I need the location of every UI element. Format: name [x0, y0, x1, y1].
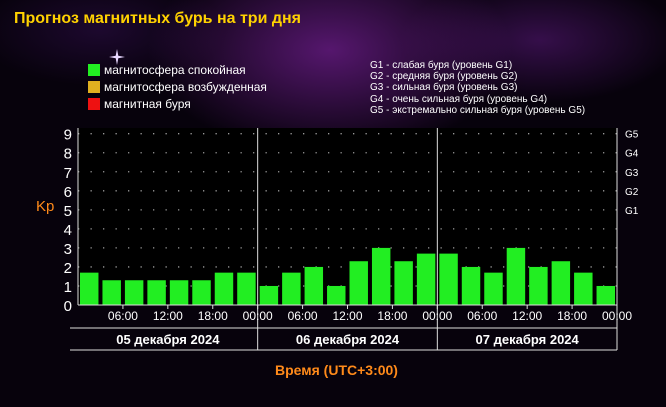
kp-bar — [551, 261, 571, 305]
y-tick-label: 6 — [64, 184, 72, 201]
kp-bar — [371, 247, 391, 305]
kp-bar — [102, 280, 121, 305]
x-tick-label: 00:00 — [422, 309, 452, 323]
kp-bar — [192, 280, 211, 305]
kp-bar — [147, 280, 166, 305]
y-tick-label: 7 — [64, 165, 72, 182]
x-tick-label: 00:00 — [602, 309, 632, 323]
kp-bar — [394, 261, 413, 305]
y-tick-label: 5 — [64, 203, 72, 220]
day-label: 05 декабря 2024 — [116, 332, 220, 347]
g-level-label: G1 — [625, 206, 639, 217]
x-tick-label: 18:00 — [557, 309, 587, 323]
legend-label-quiet: магнитосфера спокойная — [104, 63, 246, 77]
kp-bar — [124, 280, 144, 305]
storm-level-g2: G2 - средняя буря (уровень G2) — [370, 71, 518, 83]
kp-bar — [169, 280, 189, 305]
y-tick-label: 1 — [64, 279, 72, 296]
kp-bar — [80, 272, 99, 305]
y-tick-label: 8 — [64, 146, 72, 163]
y-tick-label: 0 — [64, 298, 72, 315]
x-tick-label: 06:00 — [467, 309, 497, 323]
plot-area — [78, 128, 617, 305]
x-axis-label: Время (UTC+3:00) — [275, 362, 398, 378]
y-axis-label: Kp — [36, 198, 55, 215]
x-tick-label: 12:00 — [332, 309, 362, 323]
g-level-label: G5 — [625, 130, 639, 141]
y-tick-label: 3 — [64, 241, 72, 258]
day-label: 06 декабря 2024 — [296, 332, 400, 347]
storm-levels-list: G1 - слабая буря (уровень G1) G2 - средн… — [370, 60, 585, 116]
kp-bar — [237, 272, 256, 305]
kp-bar — [259, 285, 279, 305]
kp-bar — [439, 253, 458, 305]
y-tick-label: 4 — [64, 222, 72, 239]
legend-item-quiet: магнитосфера спокойная — [88, 63, 246, 77]
kp-bar — [282, 272, 301, 305]
legend-swatch-quiet — [88, 64, 100, 76]
g-level-label: G3 — [625, 168, 639, 179]
legend-label-storm: магнитная буря — [104, 97, 191, 111]
kp-bar — [484, 272, 503, 305]
kp-bar — [596, 285, 615, 305]
page-title: Прогноз магнитных бурь на три дня — [14, 10, 301, 27]
legend-label-excited: магнитосфера возбужденная — [104, 80, 267, 94]
kp-bar — [349, 261, 368, 305]
legend-item-storm: магнитная буря — [88, 97, 191, 111]
kp-bar — [416, 253, 436, 305]
y-tick-label: 9 — [64, 127, 72, 144]
sparkle-icon — [109, 49, 125, 65]
g-level-label: G4 — [625, 149, 639, 160]
g-level-label: G2 — [625, 187, 639, 198]
legend-swatch-excited — [88, 81, 100, 93]
x-tick-label: 18:00 — [377, 309, 407, 323]
kp-bar — [574, 272, 593, 305]
x-tick-label: 06:00 — [288, 309, 318, 323]
kp-bar — [327, 285, 346, 305]
storm-level-g4: G4 - очень сильная буря (уровень G4) — [370, 93, 548, 105]
kp-bar — [214, 272, 234, 305]
storm-level-g3: G3 - сильная буря (уровень G3) — [370, 82, 518, 94]
legend-item-excited: магнитосфера возбужденная — [88, 80, 267, 94]
kp-bar — [461, 266, 481, 305]
y-tick-label: 2 — [64, 260, 72, 277]
x-tick-label: 12:00 — [153, 309, 183, 323]
x-tick-label: 12:00 — [512, 309, 542, 323]
day-label: 07 декабря 2024 — [476, 332, 580, 347]
x-tick-label: 06:00 — [108, 309, 138, 323]
legend-swatch-storm — [88, 98, 100, 110]
storm-level-g5: G5 - экстремально сильная буря (уровень … — [370, 104, 586, 116]
kp-bar — [529, 266, 548, 305]
kp-bar — [304, 266, 324, 305]
storm-level-g1: G1 - слабая буря (уровень G1) — [370, 60, 513, 71]
kp-bar — [506, 247, 526, 305]
x-tick-label: 00:00 — [243, 309, 273, 323]
x-tick-label: 18:00 — [198, 309, 228, 323]
